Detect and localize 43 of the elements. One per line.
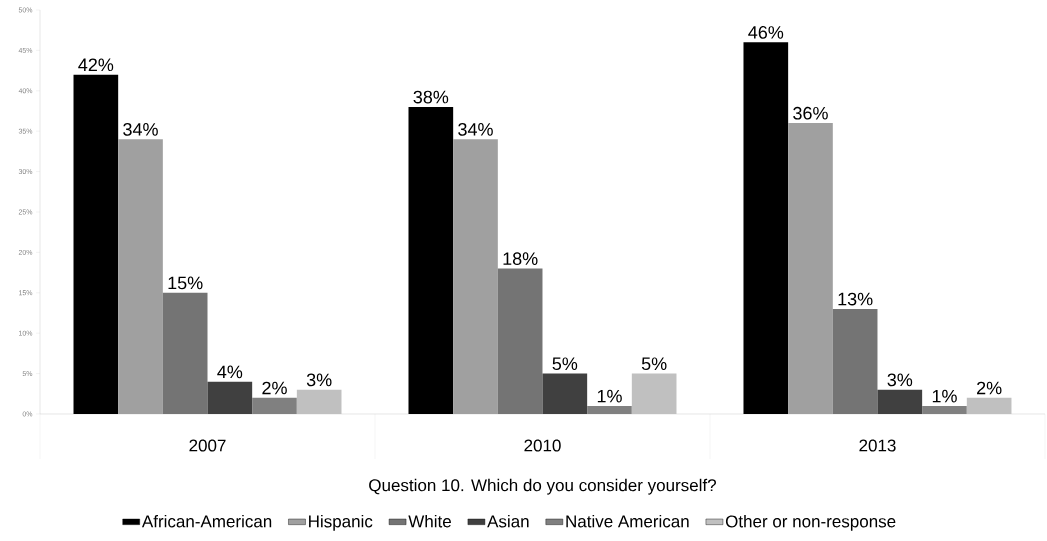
data-label: 1% — [932, 389, 957, 403]
data-label: 2% — [262, 381, 287, 395]
data-label: 3% — [887, 373, 913, 387]
bar — [497, 268, 543, 414]
data-label: 4% — [217, 365, 243, 379]
data-label: 15% — [168, 276, 203, 290]
bar — [252, 397, 297, 414]
bar — [587, 405, 632, 414]
data-label: 36% — [793, 106, 828, 120]
legend-label: Asian — [487, 514, 529, 528]
bar — [207, 381, 253, 414]
bar — [408, 106, 454, 414]
legend-label: Hispanic — [309, 514, 373, 531]
bar — [162, 292, 208, 414]
data-label: 1% — [597, 389, 622, 403]
bar — [788, 123, 833, 414]
legend-label: African-American — [141, 514, 272, 528]
data-label: 42% — [78, 58, 114, 72]
bar — [73, 74, 119, 414]
x-axis-title: Question 10. Which do you consider yourself? — [369, 478, 716, 495]
bar — [832, 308, 878, 414]
data-label: 3% — [306, 373, 332, 387]
bar — [743, 42, 789, 414]
data-label: 38% — [413, 90, 449, 104]
legend-label: White — [408, 514, 451, 528]
legend-label: Other or non-response — [725, 514, 896, 531]
bar — [922, 405, 967, 414]
bar — [542, 373, 588, 414]
data-label: 2% — [977, 381, 1002, 395]
data-label: 5% — [641, 357, 667, 371]
legend-label: Native American — [566, 514, 689, 528]
data-label: 5% — [552, 357, 578, 371]
data-label: 34% — [458, 123, 493, 136]
x-tick-label: 2010 — [524, 439, 561, 452]
data-label: 18% — [503, 252, 538, 266]
data-label: 13% — [838, 292, 873, 306]
data-label: 46% — [748, 26, 784, 39]
bar — [453, 139, 498, 414]
x-tick-label: 2013 — [859, 439, 896, 452]
x-tick-label: 2007 — [189, 439, 226, 452]
bar — [118, 139, 163, 414]
data-label: 34% — [123, 123, 158, 136]
bar — [877, 389, 923, 414]
